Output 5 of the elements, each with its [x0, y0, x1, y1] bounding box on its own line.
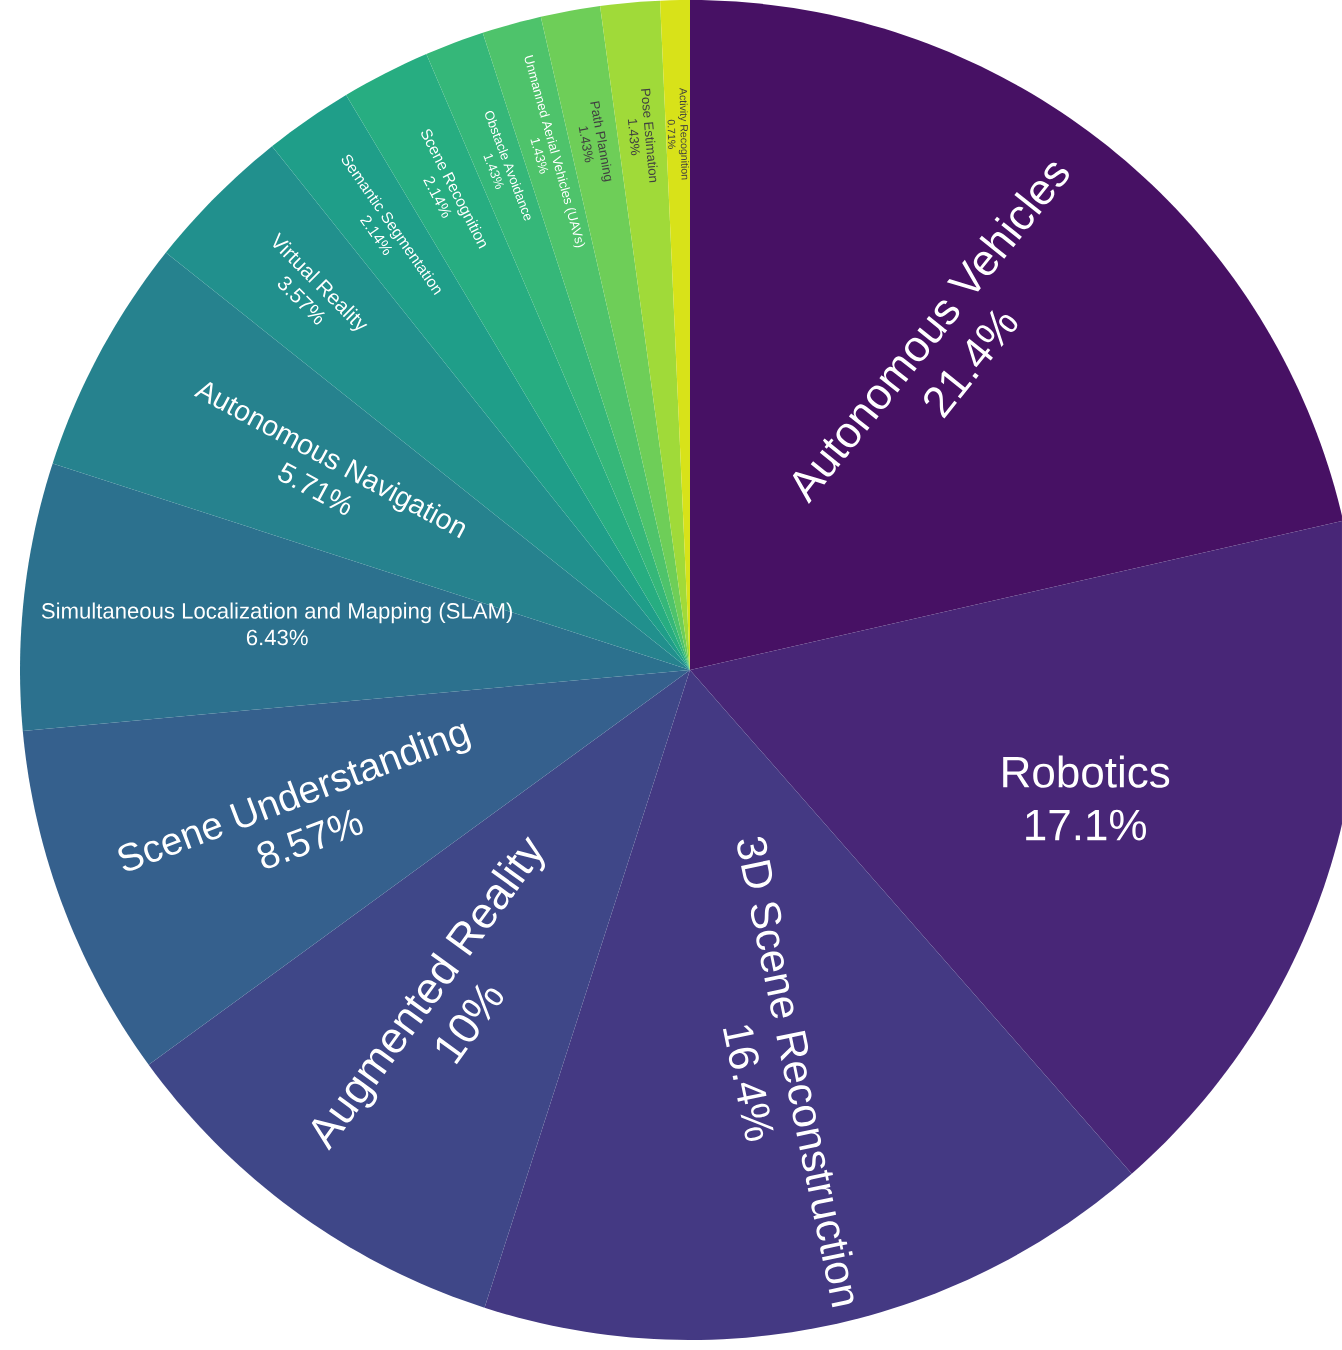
data-label: 17.1%: [1026, 809, 1146, 841]
slice-label: Robotics: [1003, 755, 1170, 788]
data-label: 16.4%: [722, 1025, 774, 1141]
slice-label: Simultaneous Localization and Mapping (SLAM): [41, 602, 512, 624]
data-label: 6.43%: [246, 629, 308, 646]
